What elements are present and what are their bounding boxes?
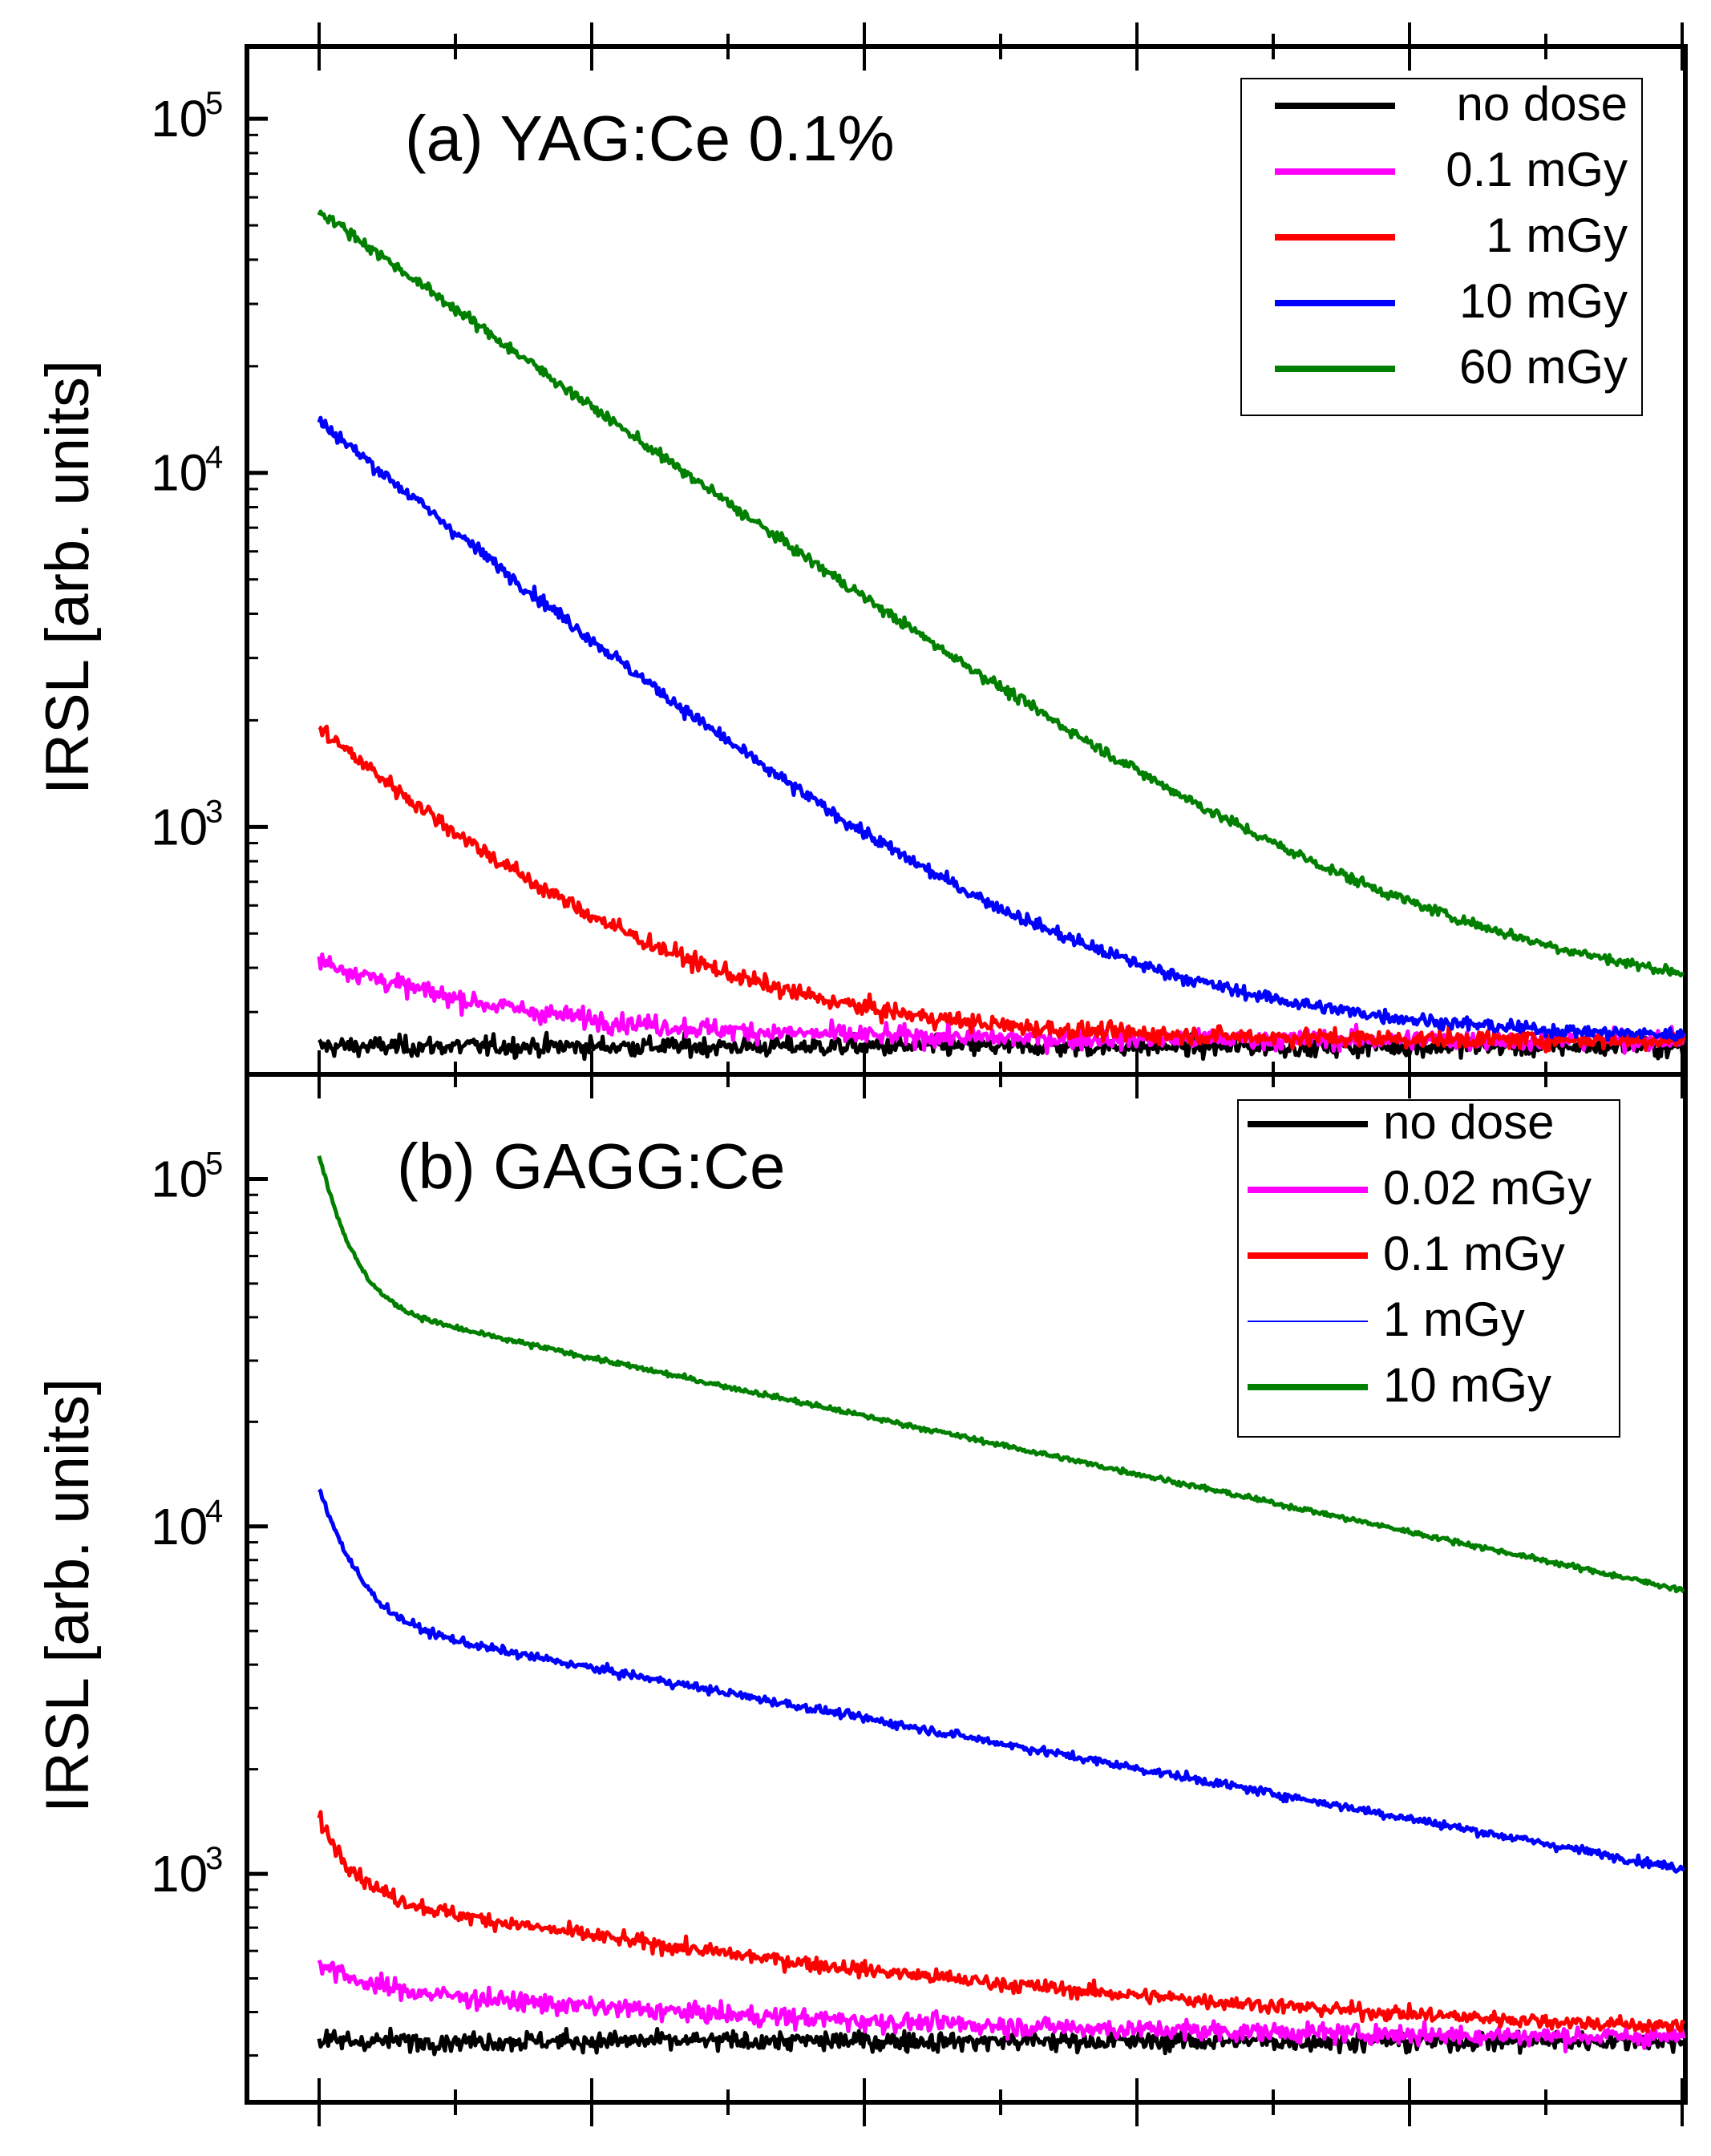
panel-a-curves bbox=[317, 209, 1686, 1062]
legend-label: 1 mGy bbox=[1383, 1292, 1525, 1346]
legend-label: 0.02 mGy bbox=[1383, 1161, 1592, 1215]
y-tick-label: 10 bbox=[151, 1845, 208, 1903]
panel-b-legend-box bbox=[1237, 1099, 1620, 1438]
panel-a-legend: no dose 0.1 mGy 1 mGy 10 mGy 60 mGy bbox=[1240, 77, 1643, 416]
y-tick-label-exponent: 3 bbox=[205, 794, 223, 829]
legend-label: 10 mGy bbox=[1383, 1358, 1551, 1412]
legend-label: 1 mGy bbox=[1486, 208, 1628, 262]
panel-b-title: (b) GAGG:Ce bbox=[397, 1131, 786, 1202]
series-line-1-mgy bbox=[318, 1488, 1685, 1874]
y-tick-label: 10 bbox=[151, 798, 208, 856]
y-tick-label: 10 bbox=[151, 90, 208, 148]
y-tick-label-exponent: 5 bbox=[205, 86, 223, 121]
y-tick-label: 10 bbox=[151, 1150, 208, 1207]
y-tick-label-exponent: 4 bbox=[205, 1494, 223, 1529]
panel-a-ylabel: IRSL [arb. units] bbox=[34, 360, 102, 795]
panel-a-legend-box bbox=[1240, 78, 1643, 416]
y-tick-label-exponent: 4 bbox=[205, 440, 223, 475]
y-tick-label: 10 bbox=[151, 1498, 208, 1555]
panel-b-ylabel: IRSL [arb. units] bbox=[34, 1378, 102, 1813]
panel-b-legend: no dose 0.02 mGy 0.1 mGy 1 mGy 10 mGy bbox=[1237, 1095, 1620, 1438]
y-tick-label-exponent: 5 bbox=[205, 1146, 223, 1181]
series-line-10-mgy bbox=[317, 415, 1686, 1042]
series-line-0-02-mgy bbox=[317, 1959, 1686, 2053]
legend-label: 0.1 mGy bbox=[1383, 1227, 1565, 1280]
series-line-10-mgy bbox=[317, 1155, 1685, 1594]
panel-b-frame bbox=[245, 1072, 1688, 2105]
series-line-0-1-mgy bbox=[317, 1810, 1686, 2034]
legend-label: 10 mGy bbox=[1459, 274, 1628, 328]
series-line-1-mgy bbox=[318, 724, 1686, 1054]
y-tick-label-exponent: 3 bbox=[205, 1841, 223, 1876]
panel-b-curves bbox=[317, 1155, 1686, 2057]
y-tick-label: 10 bbox=[151, 444, 208, 502]
series-line-0-1-mgy bbox=[317, 952, 1686, 1055]
legend-label: 0.1 mGy bbox=[1446, 143, 1628, 196]
series-line-60-mgy bbox=[317, 209, 1685, 978]
legend-label: 60 mGy bbox=[1459, 340, 1628, 394]
legend-label: no dose bbox=[1383, 1095, 1555, 1149]
panel-a-title: (a) YAG:Ce 0.1% bbox=[405, 103, 895, 174]
legend-label: no dose bbox=[1456, 77, 1628, 131]
